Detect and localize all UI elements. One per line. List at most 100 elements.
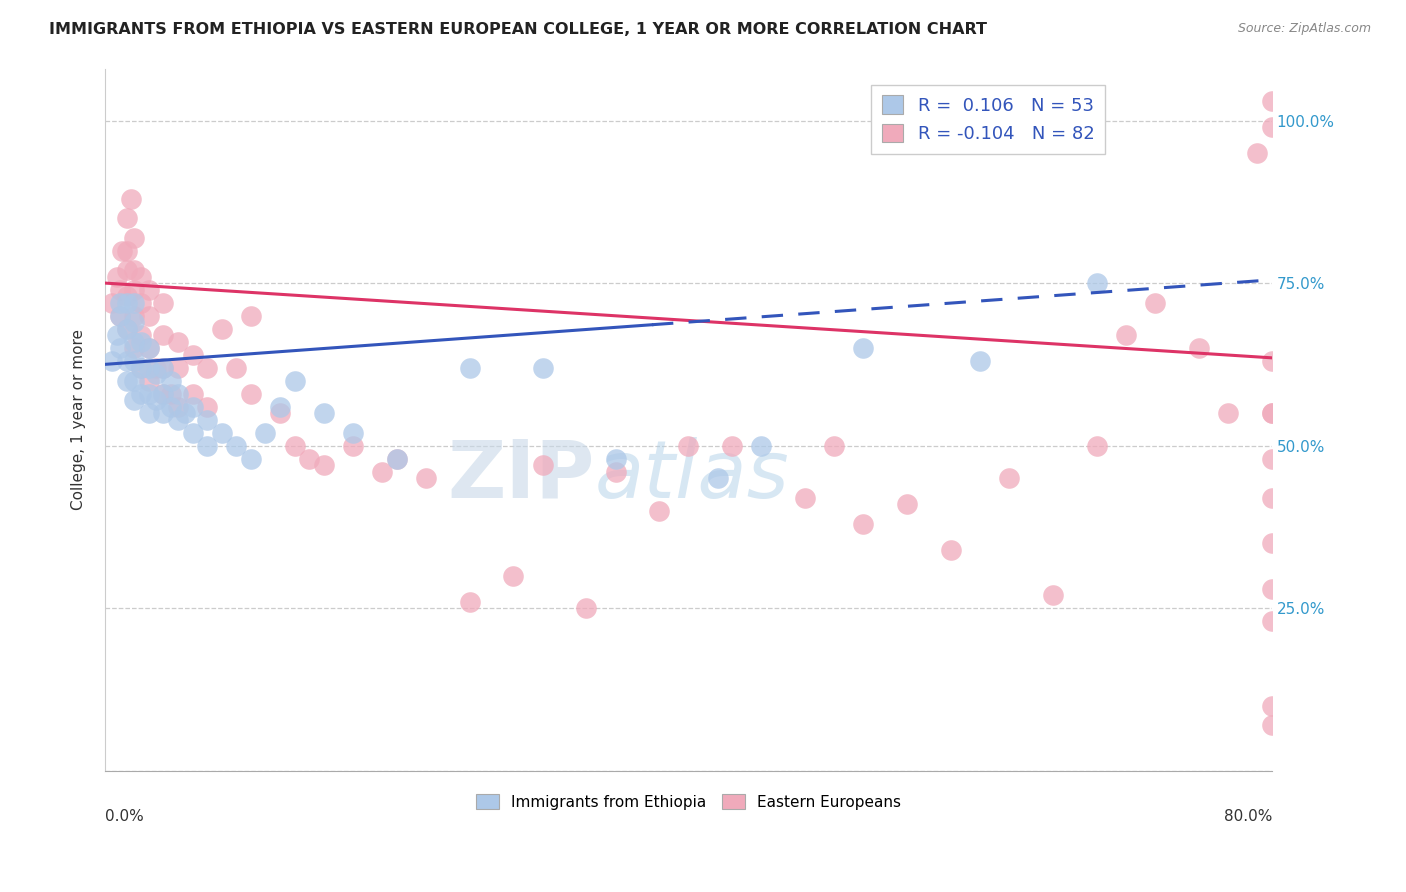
Point	[122, 334, 145, 349]
Point	[211, 425, 233, 440]
Point	[1261, 614, 1284, 628]
Point	[115, 263, 138, 277]
Point	[122, 315, 145, 329]
Text: IMMIGRANTS FROM ETHIOPIA VS EASTERN EUROPEAN COLLEGE, 1 YEAR OR MORE CORRELATION: IMMIGRANTS FROM ETHIOPIA VS EASTERN EURO…	[49, 22, 987, 37]
Point	[181, 348, 204, 362]
Point	[167, 334, 190, 349]
Point	[852, 341, 875, 355]
Point	[108, 283, 131, 297]
Point	[1261, 406, 1284, 420]
Point	[138, 341, 160, 355]
Point	[108, 309, 131, 323]
Point	[531, 360, 554, 375]
Point	[145, 360, 167, 375]
Point	[269, 406, 291, 420]
Point	[1085, 439, 1108, 453]
Point	[706, 471, 728, 485]
Point	[458, 360, 481, 375]
Point	[174, 406, 197, 420]
Point	[648, 503, 671, 517]
Point	[575, 601, 598, 615]
Point	[721, 439, 744, 453]
Point	[385, 451, 408, 466]
Point	[167, 386, 190, 401]
Point	[1216, 406, 1239, 420]
Text: 80.0%: 80.0%	[1223, 809, 1272, 824]
Point	[415, 471, 437, 485]
Point	[385, 451, 408, 466]
Point	[896, 497, 918, 511]
Point	[211, 321, 233, 335]
Point	[1261, 354, 1284, 368]
Point	[312, 458, 335, 472]
Text: Source: ZipAtlas.com: Source: ZipAtlas.com	[1237, 22, 1371, 36]
Point	[167, 412, 190, 426]
Point	[159, 386, 181, 401]
Point	[1261, 406, 1284, 420]
Point	[131, 295, 153, 310]
Point	[1261, 120, 1284, 134]
Point	[167, 360, 190, 375]
Point	[152, 386, 174, 401]
Point	[101, 295, 124, 310]
Point	[122, 309, 145, 323]
Point	[531, 458, 554, 472]
Point	[794, 491, 817, 505]
Point	[115, 295, 138, 310]
Point	[131, 328, 153, 343]
Point	[152, 360, 174, 375]
Legend: Immigrants from Ethiopia, Eastern Europeans: Immigrants from Ethiopia, Eastern Europe…	[470, 788, 907, 815]
Point	[122, 283, 145, 297]
Point	[1144, 295, 1167, 310]
Point	[159, 400, 181, 414]
Point	[678, 439, 700, 453]
Point	[284, 439, 307, 453]
Point	[1261, 451, 1284, 466]
Text: 0.0%: 0.0%	[105, 809, 143, 824]
Point	[181, 386, 204, 401]
Point	[605, 465, 627, 479]
Point	[239, 451, 262, 466]
Point	[502, 568, 524, 582]
Point	[115, 244, 138, 258]
Y-axis label: College, 1 year or more: College, 1 year or more	[72, 329, 86, 510]
Point	[312, 406, 335, 420]
Point	[1261, 536, 1284, 550]
Point	[122, 393, 145, 408]
Point	[101, 354, 124, 368]
Point	[131, 386, 153, 401]
Point	[138, 406, 160, 420]
Point	[239, 386, 262, 401]
Point	[152, 328, 174, 343]
Point	[1042, 588, 1064, 602]
Point	[969, 354, 991, 368]
Point	[195, 439, 218, 453]
Point	[108, 309, 131, 323]
Point	[122, 263, 145, 277]
Point	[225, 360, 247, 375]
Point	[131, 269, 153, 284]
Point	[108, 341, 131, 355]
Point	[371, 465, 394, 479]
Point	[823, 439, 845, 453]
Point	[152, 386, 174, 401]
Point	[1261, 582, 1284, 596]
Point	[115, 211, 138, 225]
Point	[108, 295, 131, 310]
Point	[115, 289, 138, 303]
Point	[167, 400, 190, 414]
Point	[1246, 146, 1268, 161]
Point	[138, 374, 160, 388]
Point	[1261, 698, 1284, 713]
Point	[751, 439, 773, 453]
Point	[115, 354, 138, 368]
Point	[225, 439, 247, 453]
Point	[1085, 276, 1108, 290]
Point	[122, 374, 145, 388]
Point	[145, 393, 167, 408]
Point	[239, 309, 262, 323]
Point	[1188, 341, 1211, 355]
Point	[458, 595, 481, 609]
Point	[342, 425, 364, 440]
Point	[195, 360, 218, 375]
